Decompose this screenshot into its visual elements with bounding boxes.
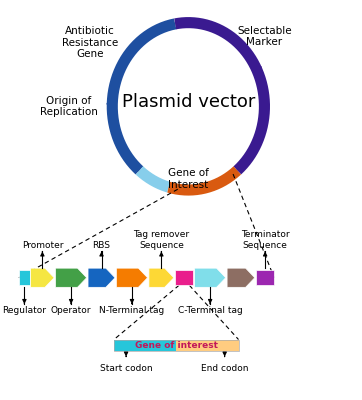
- Text: C-Terminal tag: C-Terminal tag: [178, 306, 243, 315]
- Text: Regulator: Regulator: [3, 306, 46, 315]
- Polygon shape: [31, 268, 54, 287]
- Text: RBS: RBS: [93, 241, 110, 250]
- Text: Plasmid vector: Plasmid vector: [122, 93, 255, 111]
- Polygon shape: [117, 268, 148, 287]
- Polygon shape: [88, 268, 115, 287]
- Polygon shape: [149, 268, 174, 287]
- Text: N-Terminal tag: N-Terminal tag: [99, 306, 165, 315]
- Text: Antibiotic
Resistance
Gene: Antibiotic Resistance Gene: [62, 26, 118, 59]
- Text: Operator: Operator: [51, 306, 91, 315]
- Bar: [175, 270, 193, 285]
- Text: Gene of interest: Gene of interest: [135, 341, 218, 350]
- Text: Selectable
Marker: Selectable Marker: [237, 26, 292, 47]
- Text: Promoter: Promoter: [22, 241, 63, 250]
- Text: Origin of
Replication: Origin of Replication: [40, 96, 98, 117]
- Polygon shape: [55, 268, 87, 287]
- Text: Start codon: Start codon: [100, 364, 152, 373]
- Bar: [114, 340, 239, 352]
- Text: Gene of
Interest: Gene of Interest: [168, 168, 209, 190]
- Bar: [114, 340, 176, 352]
- Polygon shape: [227, 268, 255, 287]
- Bar: [256, 270, 274, 285]
- Bar: [19, 270, 30, 285]
- Polygon shape: [195, 268, 226, 287]
- Text: End codon: End codon: [201, 364, 248, 373]
- Text: Terminator
Sequence: Terminator Sequence: [241, 230, 290, 250]
- Bar: [176, 340, 239, 352]
- Text: Tag remover
Sequence: Tag remover Sequence: [133, 230, 189, 250]
